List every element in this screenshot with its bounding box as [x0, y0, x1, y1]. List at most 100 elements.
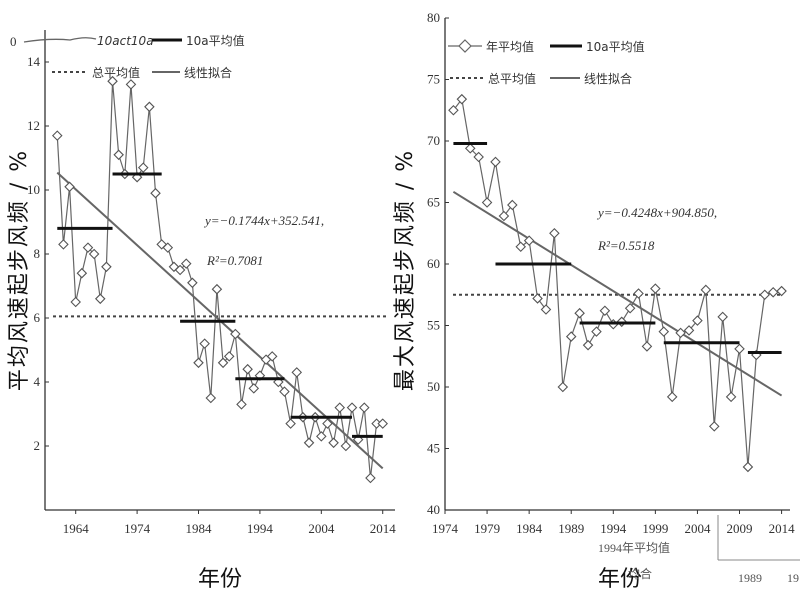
- left-annual-point: [285, 418, 296, 429]
- right-y-tick-label: 45: [427, 441, 440, 456]
- left-annual-point: [236, 399, 247, 410]
- left-annual-point: [248, 383, 260, 394]
- left-annual-point: [291, 367, 303, 378]
- left-annual-point: [107, 75, 118, 87]
- left-x-tick-label: 2014: [370, 521, 397, 536]
- left-annual-point: [334, 402, 346, 413]
- left-legend-zero-label: 0: [10, 34, 17, 49]
- left-annual-point: [340, 440, 352, 452]
- right-y-tick-label: 65: [427, 195, 440, 210]
- right-annual-point: [507, 199, 518, 211]
- right-y-tick-label: 80: [427, 10, 440, 25]
- left-annual-point: [162, 242, 174, 253]
- right-legend-mean-label: 总平均值: [488, 71, 536, 86]
- right-annual-point: [574, 307, 585, 319]
- left-annual-point: [377, 418, 388, 429]
- left-legend-annual-swatch: [23, 37, 97, 43]
- left-annual-point: [322, 418, 333, 429]
- right-chart: 40 45 50 55 60 65 70 75 80 1974 1979 1984 1989 1994 1…: [393, 10, 795, 592]
- right-x-axis-label: 年份: [598, 567, 642, 592]
- left-annual-point: [346, 402, 358, 413]
- left-y-tick-label: 12: [27, 118, 40, 133]
- right-annual-point: [683, 325, 695, 336]
- right-legend: 年平均值 10a平均值 总平均值 线性拟合: [448, 39, 645, 86]
- left-annual-point: [101, 261, 112, 273]
- left-y-tick-label: 4: [34, 374, 41, 389]
- left-annual-point: [279, 386, 290, 397]
- left-annual-point: [70, 296, 81, 308]
- left-chart: 2 4 6 8 10 12 14 1964 1974 1984 1994 2004 2014 y=−0…: [7, 30, 396, 592]
- right-legend-annual-marker: [458, 39, 472, 53]
- right-y-tick-label: 40: [427, 502, 440, 517]
- left-annual-point: [193, 357, 204, 369]
- right-x-tick-label: 1999: [642, 521, 668, 536]
- right-annual-point: [523, 235, 535, 246]
- left-annual-point: [156, 239, 167, 250]
- left-annual-point: [211, 283, 223, 295]
- left-annual-point: [242, 363, 253, 375]
- right-annual-point: [464, 143, 476, 154]
- left-annual-point: [328, 437, 339, 449]
- right-y-tick-label: 50: [427, 379, 440, 394]
- right-legend-decadal-label: 10a平均值: [586, 39, 645, 54]
- left-annual-point: [125, 79, 137, 90]
- right-annual-point: [700, 284, 712, 296]
- right-y-tick-label: 70: [427, 133, 440, 148]
- left-annual-point: [52, 130, 63, 141]
- right-annual-point: [540, 304, 552, 315]
- right-x-tick-label: 1984: [516, 521, 543, 536]
- right-annual-point: [515, 241, 527, 253]
- right-annual-point: [490, 156, 501, 168]
- left-annual-point: [316, 431, 327, 442]
- right-annual-point: [658, 326, 670, 337]
- left-annual-point: [199, 338, 210, 349]
- right-y-axis-label: 最大风速起步风频 / %: [393, 149, 418, 391]
- left-x-tick-label: 1994: [247, 521, 274, 536]
- left-legend-decadal-label: 10a平均值: [186, 33, 245, 48]
- right-fit-equation: y=−0.4248x+904.850,: [596, 205, 717, 220]
- right-annual-point: [448, 104, 459, 116]
- left-annual-point: [187, 277, 198, 289]
- left-annual-point: [223, 351, 235, 362]
- right-annual-point: [692, 315, 703, 326]
- left-x-tick-label: 1974: [124, 521, 151, 536]
- left-annual-point: [217, 357, 229, 369]
- left-x-tick-label: 2004: [308, 521, 335, 536]
- right-annual-point: [675, 327, 686, 339]
- right-legend-annual-label: 年平均值: [486, 39, 534, 54]
- left-y-axis-label: 平均风速起步风频 / %: [7, 149, 32, 391]
- right-annual-point: [456, 93, 468, 105]
- left-annual-point: [230, 328, 241, 340]
- right-x-tick-label: 1989: [558, 521, 584, 536]
- right-annual-point: [473, 151, 484, 163]
- right-annual-point: [565, 331, 577, 342]
- right-x-tick-label: 2014: [769, 521, 796, 536]
- right-annual-series-line: [452, 97, 782, 467]
- left-annual-point: [113, 149, 124, 161]
- right-annual-point: [557, 381, 569, 393]
- right-x-garbled-text: 1994年平均值: [598, 540, 670, 555]
- left-annual-point: [144, 101, 155, 113]
- left-fit-equation: y=−0.1744x+352.541,: [203, 213, 324, 228]
- right-annual-point: [532, 293, 543, 304]
- left-annual-point: [88, 248, 100, 260]
- left-y-tick-label: 2: [34, 438, 41, 453]
- right-annual-point: [734, 343, 745, 355]
- right-x-tick-label: 1974: [432, 521, 459, 536]
- right-x-tick-label: 1994: [600, 521, 627, 536]
- right-annual-point: [650, 283, 661, 294]
- left-y-tick-label: 8: [34, 246, 41, 261]
- left-legend-fit-label: 线性拟合: [184, 65, 232, 80]
- left-x-tick-label: 1984: [186, 521, 213, 536]
- left-annual-point: [359, 402, 370, 413]
- right-y-tick-label: 60: [427, 256, 440, 271]
- left-legend: 0 10act10a 10a平均值 总平均值 线性拟合: [10, 33, 245, 80]
- left-annual-point: [174, 264, 186, 276]
- corner-tick-19: 19: [787, 571, 799, 585]
- left-annual-point: [58, 239, 69, 250]
- right-annual-point: [633, 288, 644, 299]
- left-annual-point: [137, 162, 149, 173]
- left-annual-point: [180, 258, 192, 269]
- left-fit-r2: R²=0.7081: [206, 253, 263, 268]
